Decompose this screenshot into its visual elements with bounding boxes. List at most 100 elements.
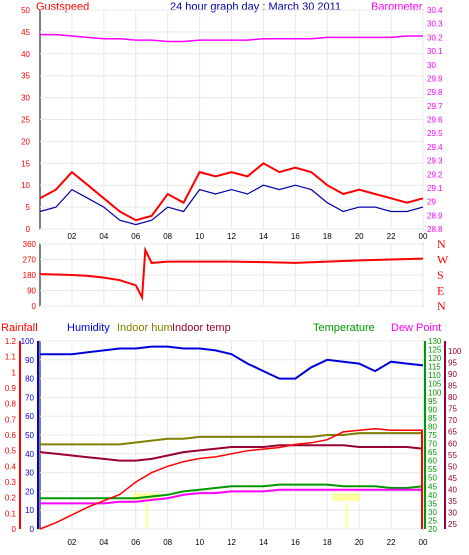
baro-tick-label: 30.2 — [427, 33, 443, 42]
dewpoint-tick-label: 35 — [448, 497, 457, 506]
gust-axis-label: Gustspeed — [36, 1, 89, 13]
temperature-tick-label: 20 — [428, 525, 437, 534]
indoor-hum-label: Indoor hum — [117, 322, 173, 334]
temperature-tick-label: 95 — [428, 397, 437, 406]
baro-tick-label: 29.9 — [427, 74, 443, 83]
ticks-layer: 0202040406060808101012121414161618182020… — [5, 6, 462, 547]
compass-label: W — [437, 253, 449, 267]
compass-label: N — [437, 237, 446, 251]
x-tick-label-top: 16 — [291, 232, 300, 241]
baro-tick-label: 29.3 — [427, 157, 443, 166]
humidity-tick-label: 70 — [25, 393, 34, 402]
baro-tick-label: 29.1 — [427, 184, 443, 193]
gust-tick-label: 35 — [21, 72, 30, 81]
direction-tick-label: 270 — [23, 256, 37, 265]
baro-tick-label: 29.7 — [427, 102, 443, 111]
rain-tick-label: 0.7 — [5, 415, 17, 424]
rain-tick-label: 1.1 — [5, 353, 17, 362]
baro-tick-label: 29.6 — [427, 116, 443, 125]
x-tick-label-bottom: 16 — [291, 538, 300, 547]
temperature-tick-label: 105 — [428, 380, 442, 389]
gust-tick-label: 50 — [21, 6, 30, 15]
rain-tick-label: 1.2 — [5, 337, 17, 346]
temperature-tick-label: 40 — [428, 491, 437, 500]
temperature-tick-label: 30 — [428, 508, 437, 517]
x-tick-label-top: 08 — [163, 232, 172, 241]
temperature-tick-label: 130 — [428, 337, 442, 346]
x-tick-label-top: 12 — [227, 232, 236, 241]
temperature-tick-label: 60 — [428, 457, 437, 466]
gust-tick-label: 40 — [21, 50, 30, 59]
gust-tick-label: 5 — [26, 203, 31, 212]
chart-title: 24 hour graph day : March 30 2011 — [170, 1, 341, 13]
dewpoint-line — [40, 488, 423, 505]
x-tick-label-bottom: 22 — [387, 538, 396, 547]
dewpoint-tick-label: 55 — [448, 451, 457, 460]
temperature-tick-label: 85 — [428, 414, 437, 423]
gust-tick-label: 0 — [26, 225, 31, 234]
dewpoint-tick-label: 25 — [448, 520, 457, 529]
dewpoint-tick-label: 70 — [448, 416, 457, 425]
temperature-tick-label: 75 — [428, 431, 437, 440]
temperature-tick-label: 70 — [428, 440, 437, 449]
baro-tick-label: 29.8 — [427, 88, 443, 97]
humidity-tick-label: 80 — [25, 375, 34, 384]
gust-tick-label: 30 — [21, 94, 30, 103]
x-tick-label-bottom: 10 — [195, 538, 204, 547]
barometer-axis-label: Barometer — [371, 1, 423, 13]
rain-tick-label: 0.8 — [5, 400, 17, 409]
direction-tick-label: 180 — [23, 271, 37, 280]
baro-tick-label: 30 — [427, 61, 436, 70]
x-tick-label-bottom: 12 — [227, 538, 236, 547]
rain-tick-label: 1 — [12, 368, 17, 377]
dewpoint-tick-label: 50 — [448, 462, 457, 471]
rain-tick-label: 0.4 — [5, 462, 17, 471]
compass-label: S — [437, 268, 444, 282]
dewpoint-tick-label: 60 — [448, 439, 457, 448]
dewpoint-tick-label: 40 — [448, 485, 457, 494]
dewpoint-tick-label: 100 — [448, 347, 462, 356]
marker-box — [332, 493, 361, 501]
rain-tick-label: 0 — [12, 525, 17, 534]
baro-tick-label: 28.9 — [427, 211, 443, 220]
x-tick-label-bottom: 00 — [419, 538, 428, 547]
humidity-tick-label: 90 — [25, 356, 34, 365]
humidity-tick-label: 40 — [25, 450, 34, 459]
temperature-tick-label: 115 — [428, 363, 441, 372]
temperature-tick-label: 90 — [428, 405, 437, 414]
x-tick-label-top: 02 — [67, 232, 76, 241]
temperature-label: Temperature — [313, 322, 375, 334]
humidity-tick-label: 0 — [30, 525, 35, 534]
rain-tick-label: 0.5 — [5, 447, 17, 456]
x-tick-label-top: 22 — [387, 232, 396, 241]
rain-tick-label: 0.6 — [5, 431, 17, 440]
direction-tick-label: 0 — [32, 302, 37, 311]
humidity-tick-label: 20 — [25, 487, 34, 496]
indoor-hum-line — [40, 432, 423, 446]
baro-tick-label: 29.2 — [427, 170, 443, 179]
dewpoint-tick-label: 80 — [448, 393, 457, 402]
humidity-line — [40, 345, 424, 380]
x-tick-label-bottom: 18 — [323, 538, 332, 547]
baro-tick-label: 29 — [427, 198, 436, 207]
direction-tick-label: 90 — [27, 287, 36, 296]
dewpoint-label: Dew Point — [391, 322, 441, 334]
gust-tick-label: 10 — [21, 181, 30, 190]
gust-tick-label: 20 — [21, 137, 30, 146]
series-layer — [39, 33, 424, 530]
gust-tick-label: 45 — [21, 28, 30, 37]
temperature-tick-label: 50 — [428, 474, 437, 483]
rainfall-line — [39, 427, 423, 530]
indoor-temp-label: Indoor temp — [172, 322, 231, 334]
rain-tick-label: 0.1 — [5, 509, 17, 518]
x-tick-label-bottom: 20 — [355, 538, 364, 547]
humidity-tick-label: 60 — [25, 412, 34, 421]
temperature-tick-label: 100 — [428, 388, 442, 397]
humidity-tick-label: 100 — [21, 337, 35, 346]
dewpoint-tick-label: 75 — [448, 405, 457, 414]
x-tick-label-top: 06 — [131, 232, 140, 241]
temperature-tick-label: 65 — [428, 448, 437, 457]
compass-label: N — [437, 299, 446, 313]
humidity-label: Humidity — [67, 322, 110, 334]
